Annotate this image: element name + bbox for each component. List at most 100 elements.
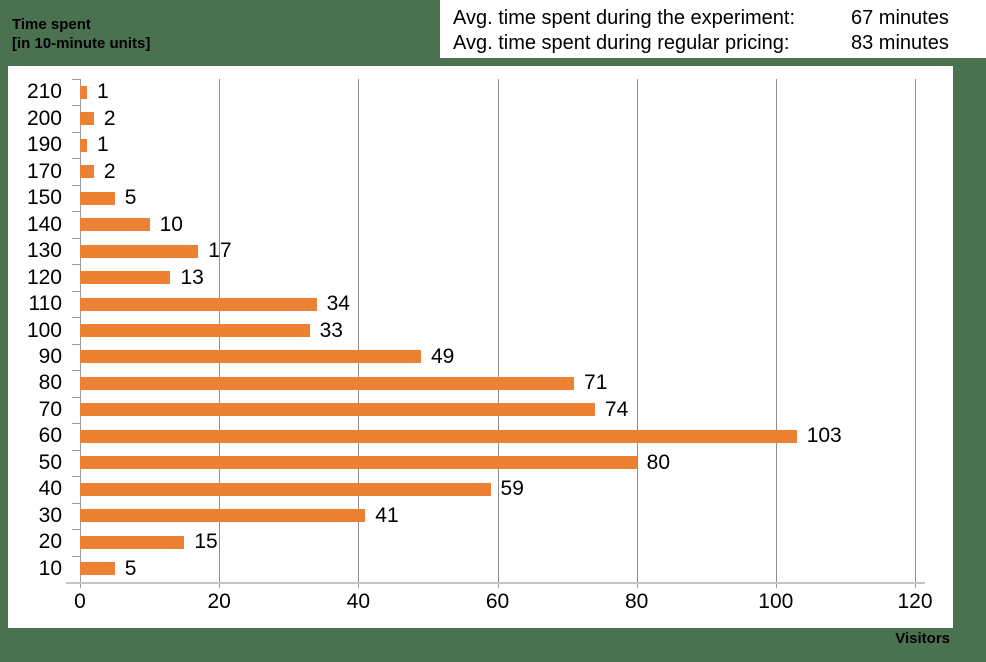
x-axis-line xyxy=(66,582,925,584)
y-axis-tick xyxy=(72,423,80,425)
bar xyxy=(80,456,637,470)
category-label: 150 xyxy=(26,186,62,210)
y-axis-tick xyxy=(72,396,80,398)
value-label: 41 xyxy=(375,503,399,527)
category-label: 60 xyxy=(38,424,62,448)
x-axis-tick-label: 20 xyxy=(207,590,231,613)
bar xyxy=(80,165,94,179)
bar xyxy=(80,535,185,549)
y-axis-tick xyxy=(72,211,80,213)
gridline xyxy=(775,79,777,582)
y-axis-tick xyxy=(72,105,80,107)
category-label: 100 xyxy=(26,318,62,342)
gridline xyxy=(915,79,916,582)
value-label: 15 xyxy=(194,530,218,554)
category-label: 190 xyxy=(26,133,62,157)
y-axis-tick xyxy=(72,476,80,478)
bar xyxy=(80,297,317,311)
value-label: 103 xyxy=(806,424,842,448)
y-axis-tick xyxy=(72,79,80,80)
bar xyxy=(80,376,575,390)
x-axis-tick xyxy=(775,583,777,588)
category-label: 80 xyxy=(38,371,62,395)
bar xyxy=(80,324,310,337)
value-label: 59 xyxy=(500,477,524,501)
value-label: 71 xyxy=(584,371,608,395)
legend-value-regular-pricing: 83 minutes xyxy=(851,32,949,54)
gridline xyxy=(497,79,499,582)
y-axis-tick xyxy=(72,264,80,266)
y-axis-tick xyxy=(72,370,80,372)
bar xyxy=(80,112,94,126)
category-label: 170 xyxy=(26,159,62,183)
x-axis-tick xyxy=(636,583,638,588)
y-axis-tick xyxy=(72,317,80,319)
bar xyxy=(80,271,171,285)
value-label: 2 xyxy=(103,159,116,183)
category-label: 120 xyxy=(26,265,62,289)
value-label: 1 xyxy=(96,80,109,104)
x-axis-tick-label: 0 xyxy=(74,590,86,613)
gridline xyxy=(636,79,638,582)
y-axis-tick xyxy=(72,529,80,531)
value-label: 17 xyxy=(208,239,232,263)
value-label: 1 xyxy=(96,133,109,157)
bar xyxy=(80,191,115,205)
y-axis-tick xyxy=(72,449,80,451)
x-axis-tick xyxy=(219,583,221,588)
value-label: 13 xyxy=(180,265,204,289)
value-label: 80 xyxy=(646,450,671,474)
y-axis-tick xyxy=(72,343,80,345)
category-label: 130 xyxy=(26,239,62,263)
bar xyxy=(80,244,199,258)
y-axis-tick xyxy=(72,131,80,133)
category-label: 10 xyxy=(38,556,62,580)
chart-plot-area: 0 20 40 60 80 100 120 210 1 200 2 190 1 170 2 150 5 140 10… xyxy=(8,66,953,628)
y-axis-tick xyxy=(72,555,80,557)
category-label: 20 xyxy=(38,530,62,554)
bar xyxy=(80,85,87,99)
bar xyxy=(80,429,797,443)
y-axis-tick xyxy=(72,184,80,186)
x-axis-tick-label: 120 xyxy=(897,590,933,613)
value-label: 33 xyxy=(319,318,343,342)
category-label: 30 xyxy=(38,503,62,527)
bar xyxy=(80,350,421,364)
bar xyxy=(80,138,87,152)
gridline xyxy=(358,79,360,582)
legend-value-experiment: 67 minutes xyxy=(851,7,949,29)
legend-label-regular-pricing: Avg. time spent during regular pricing: xyxy=(453,32,790,54)
y-axis-title: Time spent [in 10-minute units] xyxy=(12,15,150,53)
y-axis-title-line1: Time spent xyxy=(12,16,91,33)
value-label: 10 xyxy=(159,212,183,236)
value-label: 5 xyxy=(124,186,137,210)
category-label: 70 xyxy=(38,397,62,421)
x-axis-tick xyxy=(497,583,499,588)
y-axis-title-line2: [in 10-minute units] xyxy=(12,35,151,52)
legend-row-regular-pricing: Avg. time spent during regular pricing: … xyxy=(453,31,986,56)
value-label: 74 xyxy=(604,397,629,421)
legend-row-experiment: Avg. time spent during the experiment: 6… xyxy=(453,6,986,31)
category-label: 210 xyxy=(26,80,62,104)
legend-box: Avg. time spent during the experiment: 6… xyxy=(440,0,986,58)
y-axis-tick xyxy=(72,290,80,292)
category-label: 50 xyxy=(38,450,62,474)
x-axis-tick-label: 100 xyxy=(758,590,794,613)
value-label: 49 xyxy=(430,344,455,368)
legend-label-experiment: Avg. time spent during the experiment: xyxy=(453,7,796,29)
x-axis-title: Visitors xyxy=(895,630,950,647)
category-label: 110 xyxy=(28,292,62,316)
y-axis-tick xyxy=(72,158,80,160)
category-label: 90 xyxy=(38,344,62,368)
value-label: 5 xyxy=(124,556,137,580)
x-axis-tick-label: 80 xyxy=(624,590,649,613)
y-axis-tick xyxy=(72,502,80,504)
value-label: 34 xyxy=(326,292,350,316)
x-axis-tick-label: 60 xyxy=(485,590,510,613)
y-axis-tick xyxy=(72,237,80,239)
value-label: 2 xyxy=(103,106,116,130)
x-axis-tick xyxy=(358,583,360,588)
bar xyxy=(80,218,150,232)
bar xyxy=(80,403,595,417)
